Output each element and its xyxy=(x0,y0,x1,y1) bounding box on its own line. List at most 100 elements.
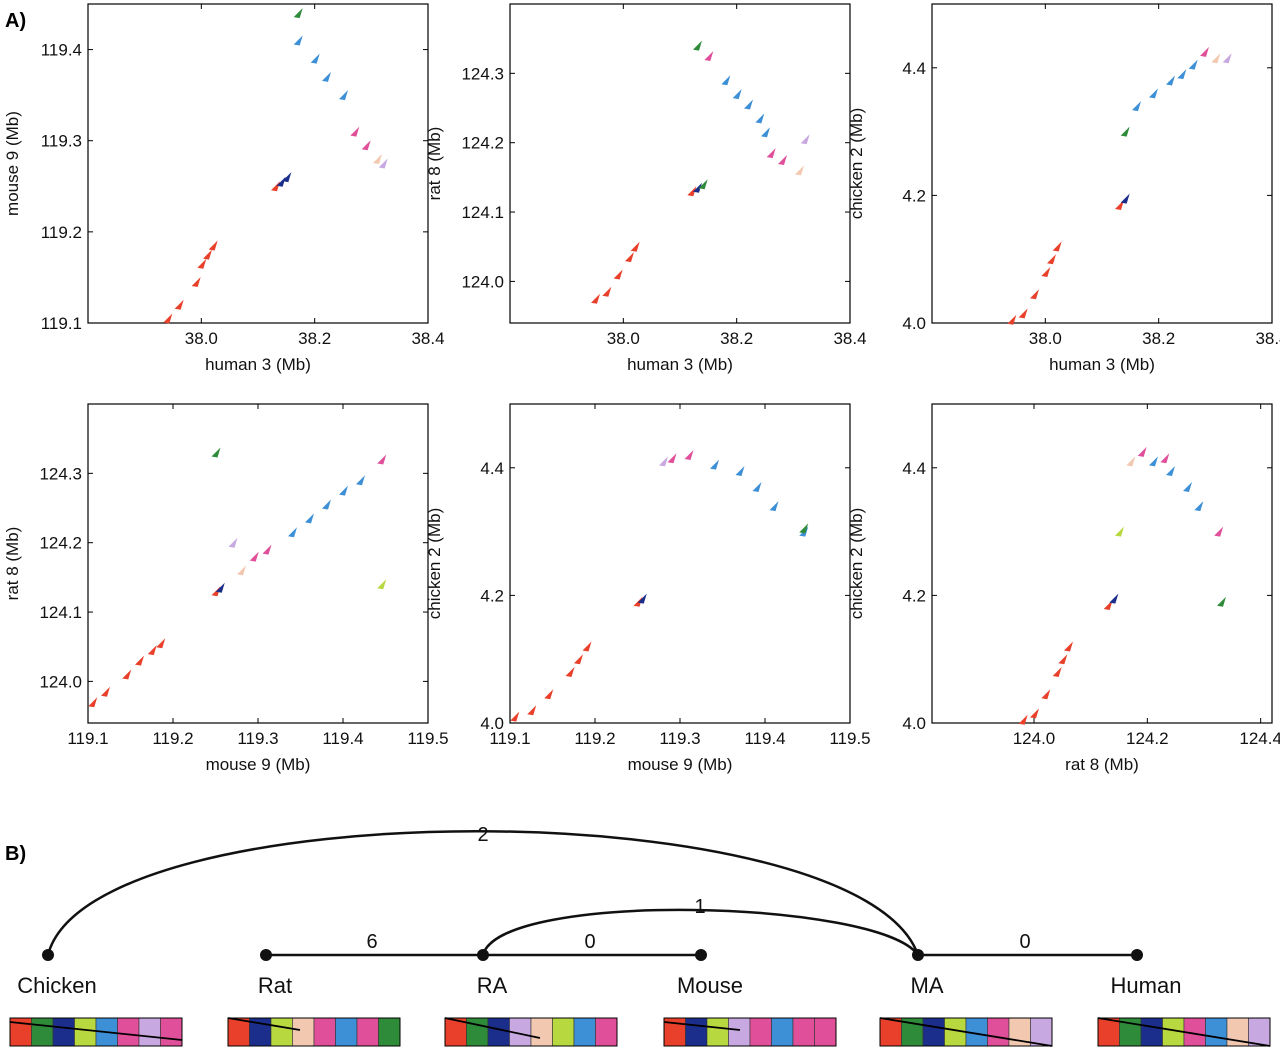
gene-block xyxy=(487,1017,510,1047)
plot-frame xyxy=(509,3,851,324)
data-point xyxy=(565,666,575,677)
x-axis-label: rat 8 (Mb) xyxy=(1065,755,1139,774)
gene-block xyxy=(74,1017,97,1047)
data-point xyxy=(1052,241,1062,252)
gene-block xyxy=(292,1017,315,1047)
phylogeny-tree: 6 0 0 1 2 Chicken Rat RA Mouse MA Human xyxy=(17,824,1181,998)
gene-block xyxy=(552,1017,575,1047)
tree-node xyxy=(695,949,707,961)
y-tick-label: 4.4 xyxy=(480,459,504,478)
data-point xyxy=(1120,126,1130,137)
data-point xyxy=(339,485,348,496)
data-point xyxy=(305,513,314,524)
data-point xyxy=(122,669,132,680)
data-point xyxy=(361,140,371,151)
data-point xyxy=(752,481,762,492)
data-point xyxy=(310,53,320,64)
y-tick-label: 4.0 xyxy=(902,714,926,733)
data-point xyxy=(1041,689,1051,700)
data-point xyxy=(735,465,745,476)
data-point xyxy=(667,453,677,464)
gene-block xyxy=(987,1017,1010,1047)
x-tick-label: 38.4 xyxy=(833,329,866,348)
strip-diagonal xyxy=(227,1017,301,1031)
gene-block xyxy=(378,1017,401,1047)
data-point xyxy=(625,252,634,263)
data-point xyxy=(1132,101,1141,112)
y-axis-label: chicken 2 (Mb) xyxy=(847,508,866,619)
y-tick-label: 119.4 xyxy=(41,41,82,60)
y-tick-label: 124.2 xyxy=(39,534,82,553)
x-axis-label: mouse 9 (Mb) xyxy=(206,755,311,774)
data-point xyxy=(574,654,583,665)
data-point xyxy=(1052,666,1062,677)
scatter-plot-5: 119.1 119.2 119.3 119.4 119.5 4.0 4.2 4.4 mouse … xyxy=(425,403,871,774)
strip-diagonal xyxy=(9,1021,183,1041)
scatter-plot-4: 119.1 119.2 119.3 119.4 119.5 124.0 124.1 124.2… xyxy=(3,403,449,774)
gene-block xyxy=(227,1017,250,1047)
gene-block xyxy=(313,1017,336,1047)
data-point xyxy=(1166,75,1175,86)
data-point xyxy=(208,240,218,251)
data-point xyxy=(1109,593,1119,604)
x-tick-label: 38.2 xyxy=(720,329,753,348)
data-point xyxy=(633,596,643,607)
data-point xyxy=(527,705,537,716)
x-tick-label: 124.2 xyxy=(1126,729,1169,748)
data-point xyxy=(799,523,809,534)
x-axis-label: mouse 9 (Mb) xyxy=(628,755,733,774)
data-point xyxy=(1018,308,1028,319)
x-tick-label: 38.4 xyxy=(1255,329,1280,348)
gene-order-strip xyxy=(663,1017,837,1047)
scatter-plot-3: 38.0 38.2 38.4 4.0 4.2 4.4 human 3 (Mb) chicken… xyxy=(847,3,1280,374)
edge-label: 0 xyxy=(1019,931,1030,953)
data-point xyxy=(271,181,280,192)
gene-block xyxy=(270,1017,293,1047)
data-point xyxy=(377,579,387,590)
gene-block xyxy=(1097,1017,1120,1047)
data-point xyxy=(1058,654,1068,665)
data-point xyxy=(1222,53,1232,64)
data-point xyxy=(322,71,331,82)
plot-frame xyxy=(87,403,429,724)
gene-block xyxy=(1248,1017,1271,1047)
x-tick-label: 119.4 xyxy=(744,729,785,748)
data-point xyxy=(163,313,173,324)
node-label: Mouse xyxy=(677,973,743,998)
data-point xyxy=(659,456,668,467)
x-tick-label: 119.5 xyxy=(829,729,870,748)
y-tick-label: 4.4 xyxy=(902,459,926,478)
edge-label: 0 xyxy=(584,931,595,953)
scatter-plot-1: 38.0 38.2 38.4 119.1 119.2 119.3 119.4 human 3 … xyxy=(3,3,445,374)
y-tick-label: 124.0 xyxy=(461,272,504,291)
data-point xyxy=(147,645,157,656)
gene-block xyxy=(573,1017,596,1047)
gene-block xyxy=(1140,1017,1163,1047)
edge-label: 1 xyxy=(694,896,705,918)
data-point xyxy=(101,686,110,697)
y-axis-label: chicken 2 (Mb) xyxy=(425,508,444,619)
plot-frame xyxy=(87,3,429,324)
gene-order-strip xyxy=(227,1017,401,1047)
gene-order-strips xyxy=(9,1017,1271,1047)
data-point xyxy=(778,155,787,166)
gene-block xyxy=(771,1017,794,1047)
panel-b-label: B) xyxy=(5,843,26,865)
plot-frame xyxy=(931,403,1273,724)
strip-frame xyxy=(879,1017,1053,1047)
data-point xyxy=(1177,69,1187,80)
data-point xyxy=(761,127,770,138)
plot-frame xyxy=(509,403,851,724)
y-tick-label: 124.3 xyxy=(461,64,504,83)
gene-block xyxy=(814,1017,837,1047)
y-tick-label: 124.0 xyxy=(39,672,82,691)
gene-block xyxy=(728,1017,751,1047)
gene-block xyxy=(685,1017,708,1047)
data-point xyxy=(1115,526,1124,537)
gene-block xyxy=(52,1017,75,1047)
data-point xyxy=(378,158,388,169)
data-point xyxy=(156,638,166,649)
y-tick-label: 4.2 xyxy=(902,586,926,605)
data-point xyxy=(769,501,779,512)
data-point xyxy=(1183,481,1192,492)
